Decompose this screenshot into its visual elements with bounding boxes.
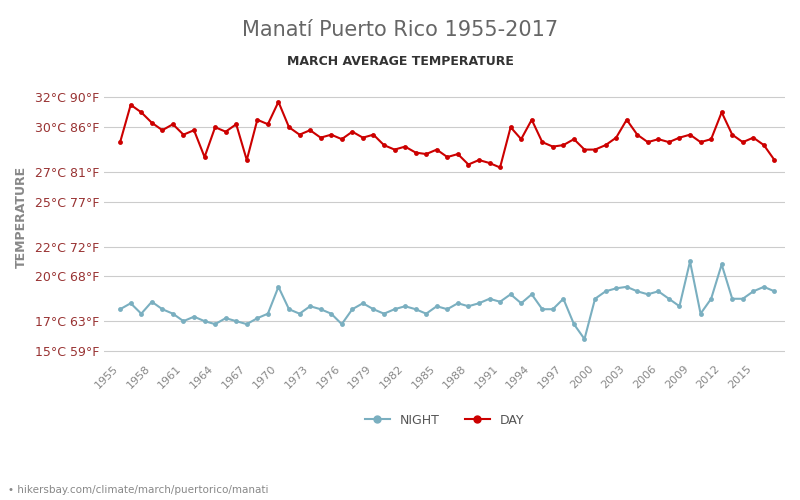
Legend: NIGHT, DAY: NIGHT, DAY [360,408,530,432]
Text: MARCH AVERAGE TEMPERATURE: MARCH AVERAGE TEMPERATURE [286,55,514,68]
Text: • hikersbay.com/climate/march/puertorico/manati: • hikersbay.com/climate/march/puertorico… [8,485,269,495]
Text: Manatí Puerto Rico 1955-2017: Manatí Puerto Rico 1955-2017 [242,20,558,40]
Y-axis label: TEMPERATURE: TEMPERATURE [15,166,28,268]
